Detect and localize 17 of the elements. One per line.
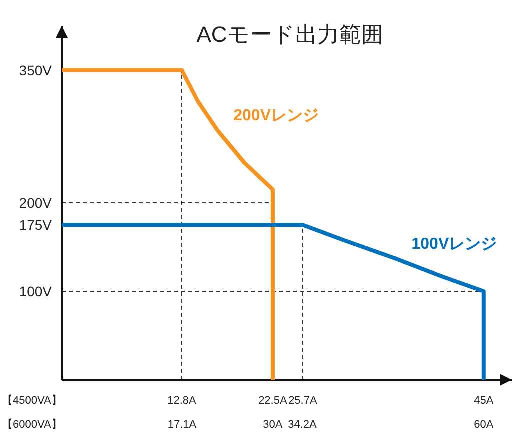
x2-axis-title: 【6000VA】 xyxy=(2,418,62,431)
y-tick-label: 100V xyxy=(19,284,53,300)
x-tick-label: 22.5A xyxy=(258,395,288,407)
x2-tick-label: 17.1A xyxy=(168,419,198,431)
x-tick-label: 12.8A xyxy=(168,395,198,407)
series-label: 200Vレンジ xyxy=(234,107,319,124)
x-tick-label: 45A xyxy=(474,395,494,407)
y-tick-label: 175V xyxy=(19,217,53,234)
x-axis-title: 【4500VA】 xyxy=(2,394,62,407)
series-label: 100Vレンジ xyxy=(412,236,498,253)
x2-tick-label: 60A xyxy=(474,419,494,431)
x-tick-label: 25.7A xyxy=(288,395,318,407)
chart-title: ACモード出力範囲 xyxy=(196,22,384,47)
x2-tick-label: 30A xyxy=(263,419,284,431)
y-tick-label: 350V xyxy=(19,62,53,78)
x2-tick-label: 34.2A xyxy=(288,419,318,431)
y-tick-label: 200V xyxy=(19,195,53,211)
